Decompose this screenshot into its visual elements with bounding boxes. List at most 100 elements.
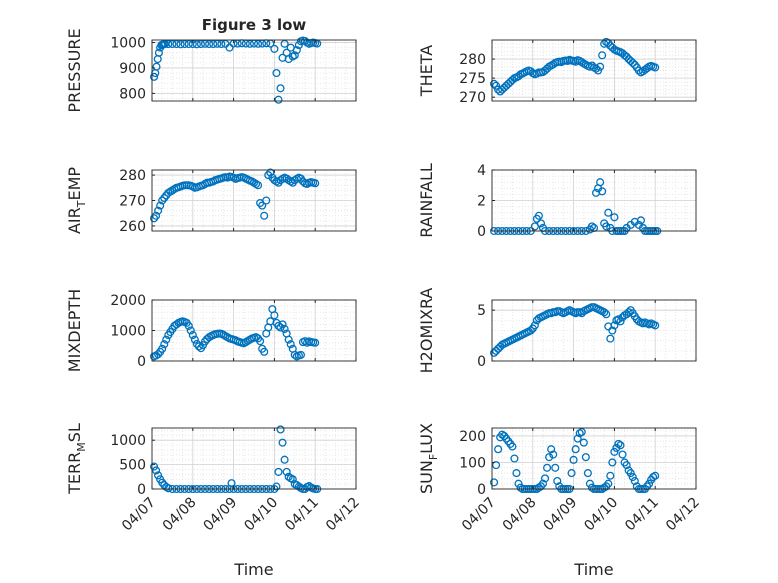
sun-flux-data-point xyxy=(622,461,631,470)
air-temp-y-tick-label: 260 xyxy=(119,219,146,235)
pressure-data-point xyxy=(292,46,301,55)
terr-msl-data-point xyxy=(284,472,293,481)
pressure-data-point xyxy=(209,40,218,49)
theta-data-point xyxy=(577,58,586,67)
sun-flux-data-point xyxy=(608,458,617,467)
sun-flux-x-tick-label: 04/12 xyxy=(663,495,703,535)
pressure-data-point xyxy=(225,43,234,52)
sun-flux-data-point xyxy=(649,473,658,482)
theta-data-point xyxy=(598,51,607,60)
mixdepth-data-point xyxy=(278,320,287,329)
panel-rainfall: 0 2 4 RAINFALL xyxy=(417,163,697,240)
mixdepth-data-point xyxy=(200,337,210,346)
pressure-axes-box xyxy=(151,39,357,102)
sun-flux-data-point xyxy=(512,469,521,478)
terr-msl-y-tick-label: 500 xyxy=(119,458,146,474)
sun-flux-x-tick-label: 04/10 xyxy=(581,495,621,535)
h2omixra-y-tick-label: 5 xyxy=(477,303,486,319)
pressure-data-point xyxy=(180,40,189,49)
x-axis-label-right: Time xyxy=(573,560,613,579)
terr-msl-x-tick-label: 04/10 xyxy=(241,495,281,535)
terr-msl-data-point xyxy=(274,467,283,476)
mixdepth-data-point xyxy=(188,331,197,340)
rainfall-y-tick-label: 4 xyxy=(477,163,486,179)
panel-sun-flux: 0 100 200 04/07 04/08 04/09 04/10 04/11 04/12 SUN… xyxy=(417,423,703,534)
panel-h2omixra: 0 5 H2OMIXRA xyxy=(417,288,697,373)
mixdepth-data-point xyxy=(184,321,193,330)
rainfall-data-point xyxy=(596,178,605,187)
sun-flux-data-point xyxy=(569,455,578,464)
theta-axes-box xyxy=(491,39,697,102)
air-temp-data-point xyxy=(260,211,269,220)
x-axis-label-left: Time xyxy=(233,560,273,579)
mixdepth-data-point xyxy=(186,326,195,335)
rainfall-y-tick-label: 0 xyxy=(477,224,486,240)
h2omixra-data-point xyxy=(606,334,615,343)
pressure-data-point xyxy=(272,68,281,78)
panel-mixdepth: 0 1000 2000 MIXDEPTH xyxy=(65,289,357,372)
theta-data-point xyxy=(622,52,631,61)
sun-flux-data-point xyxy=(577,427,586,437)
h2omixra-data-point xyxy=(489,348,499,357)
h2omixra-data-point xyxy=(602,310,611,319)
terr-msl-x-tick-label: 04/12 xyxy=(323,495,363,535)
mixdepth-data-point xyxy=(194,342,203,351)
sun-flux-data-point xyxy=(547,445,556,454)
pressure-data-point xyxy=(192,40,201,49)
terr-msl-data-point xyxy=(154,471,163,480)
sun-flux-data-point xyxy=(545,453,554,462)
air-temp-data-point xyxy=(152,211,161,220)
sun-flux-data-point xyxy=(538,479,548,488)
sun-flux-data-point xyxy=(628,473,637,482)
h2omixra-data-point xyxy=(526,326,535,335)
sun-flux-data-point xyxy=(575,429,584,438)
mixdepth-data-point xyxy=(286,340,295,349)
h2omixra-data-point xyxy=(614,315,623,324)
terr-msl-data-point xyxy=(288,475,297,484)
terr-msl-data-point xyxy=(158,478,167,487)
terr-msl-x-tick-label: 04/08 xyxy=(160,495,200,535)
mixdepth-y-axis-label: MIXDEPTH xyxy=(65,289,84,372)
sun-flux-data-point xyxy=(626,469,635,478)
panel-theta: 270 275 280 THETA xyxy=(417,37,697,106)
air-temp-data-point xyxy=(262,196,271,205)
pressure-data-point xyxy=(290,51,299,60)
pressure-y-tick-label: 1000 xyxy=(110,36,146,52)
mixdepth-data-point xyxy=(284,335,293,344)
pressure-data-point xyxy=(154,48,163,57)
mixdepth-data-point xyxy=(256,337,265,346)
sun-flux-data-point xyxy=(618,450,627,459)
sun-flux-data-point xyxy=(567,469,576,478)
theta-data-point xyxy=(596,62,605,71)
air-temp-data-point xyxy=(258,201,267,210)
terr-msl-x-tick-label: 04/11 xyxy=(282,495,322,535)
mixdepth-data-point xyxy=(290,350,299,359)
panel-air-temp: 260 270 280 AIRTEMP xyxy=(65,167,357,235)
pressure-data-point xyxy=(164,40,173,49)
terr-msl-x-tick-label: 04/07 xyxy=(119,495,159,535)
rainfall-data-point xyxy=(530,222,539,231)
sun-flux-data-point xyxy=(651,471,660,480)
theta-y-tick-label: 280 xyxy=(459,52,486,68)
air-temp-y-tick-label: 270 xyxy=(119,194,146,210)
pressure-y-tick-label: 900 xyxy=(119,61,146,77)
rainfall-data-point xyxy=(536,219,546,228)
mixdepth-y-tick-label: 0 xyxy=(137,354,146,370)
h2omixra-data-point xyxy=(608,326,617,335)
terr-msl-data-point xyxy=(282,467,291,476)
mixdepth-data-point xyxy=(158,344,167,353)
terr-msl-x-tick-label: 04/09 xyxy=(201,495,241,535)
mixdepth-y-tick-label: 2000 xyxy=(110,293,146,309)
mixdepth-y-tick-label: 1000 xyxy=(110,324,146,340)
sun-flux-data-point xyxy=(571,445,580,454)
sun-flux-data-point xyxy=(494,445,503,454)
theta-data-point xyxy=(591,64,601,73)
sun-flux-y-tick-label: 100 xyxy=(459,455,486,471)
theta-y-tick-label: 275 xyxy=(459,71,486,87)
h2omixra-y-tick-label: 0 xyxy=(477,354,486,370)
theta-y-axis-label: THETA xyxy=(417,45,436,97)
pressure-y-tick-label: 800 xyxy=(119,86,146,102)
sun-flux-x-tick-label: 04/07 xyxy=(459,495,499,535)
sun-flux-data-point xyxy=(583,469,592,478)
